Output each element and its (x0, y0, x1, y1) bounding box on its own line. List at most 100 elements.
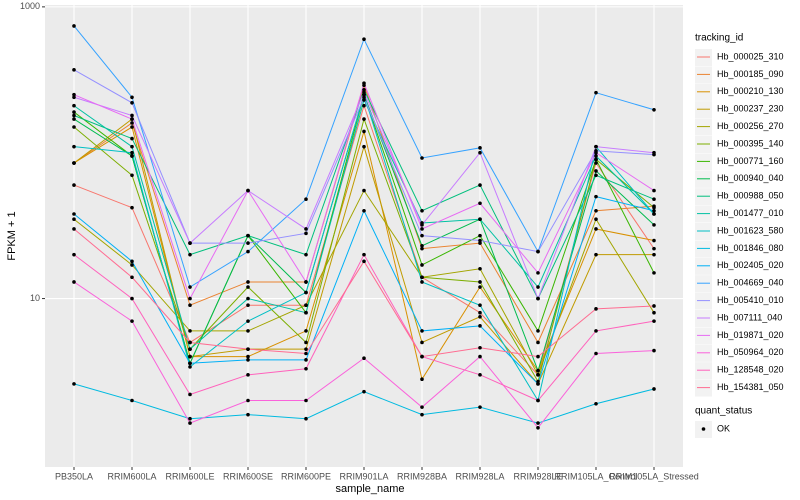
data-point (536, 285, 540, 289)
data-point (130, 117, 134, 121)
data-point (246, 412, 250, 417)
data-point (362, 188, 366, 193)
data-point (304, 398, 308, 403)
data-point (362, 92, 366, 97)
data-point (536, 425, 540, 430)
data-point (246, 398, 250, 403)
data-point (188, 361, 192, 366)
legend-title: quant_status (695, 406, 752, 417)
legend-label: Hb_001846_080 (717, 243, 784, 253)
data-point (130, 144, 134, 149)
data-point (594, 307, 598, 311)
data-point (478, 183, 482, 187)
data-point (246, 188, 250, 193)
data-point (72, 103, 76, 108)
data-point (72, 212, 76, 216)
data-point (72, 227, 76, 231)
data-point (304, 303, 308, 308)
x-tick-label: PB350LA (55, 471, 93, 481)
data-point (652, 107, 656, 112)
data-point (652, 387, 656, 391)
data-point (188, 303, 192, 308)
data-point (478, 405, 482, 409)
legend-title: tracking_id (695, 33, 743, 44)
data-point (72, 95, 76, 100)
legend-label: Hb_000988_050 (717, 191, 784, 201)
data-point (362, 95, 366, 100)
data-point (594, 227, 598, 231)
legend-label: Hb_000185_090 (717, 69, 784, 79)
data-point (536, 373, 540, 377)
data-point (72, 144, 76, 149)
data-point (362, 117, 366, 121)
data-point (130, 154, 134, 158)
data-point (72, 280, 76, 284)
data-point (420, 227, 424, 231)
data-point (72, 117, 76, 121)
legend-label: Hb_004669_040 (717, 278, 784, 288)
data-point (420, 208, 424, 213)
x-tick-label: RRIM901LA (339, 471, 388, 481)
legend-key (695, 118, 712, 136)
data-point (130, 259, 134, 264)
data-point (72, 382, 76, 386)
data-point (130, 121, 134, 125)
data-point (304, 351, 308, 356)
data-point (594, 401, 598, 406)
data-point (72, 92, 76, 97)
data-point (362, 208, 366, 213)
data-point (420, 233, 424, 238)
data-point (420, 280, 424, 284)
y-tick-label: 10 (30, 293, 40, 303)
data-point (594, 150, 598, 155)
data-point (536, 340, 540, 345)
data-point (362, 81, 366, 85)
data-point (652, 212, 656, 216)
data-point (304, 290, 308, 295)
legend-label: Hb_007111_040 (717, 312, 782, 322)
data-point (72, 113, 76, 118)
data-point (188, 421, 192, 425)
data-point (72, 24, 76, 28)
data-point (420, 275, 424, 280)
data-point (246, 303, 250, 308)
data-point (72, 183, 76, 187)
data-point (536, 354, 540, 359)
legend-label: Hb_000237_230 (717, 104, 784, 114)
data-point (594, 194, 598, 199)
x-tick-label: RRIM600LA (107, 471, 156, 481)
data-point (652, 188, 656, 193)
data-point (594, 161, 598, 165)
data-point (420, 244, 424, 248)
data-point (362, 129, 366, 134)
data-point (652, 208, 656, 213)
data-point (362, 98, 366, 102)
data-point (130, 100, 134, 105)
x-tick-label: RRIM928BA (397, 471, 447, 481)
data-point (362, 103, 366, 108)
data-point (594, 154, 598, 158)
x-axis-title: sample_name (335, 483, 404, 495)
data-point (246, 285, 250, 289)
data-point (304, 197, 308, 202)
data-point (188, 392, 192, 397)
data-point (478, 280, 482, 284)
data-point (246, 373, 250, 377)
data-point (130, 136, 134, 141)
x-tick-label: RRIM600SE (223, 471, 273, 481)
legend-label: Hb_000210_130 (717, 86, 784, 96)
data-point (420, 329, 424, 333)
data-point (652, 348, 656, 353)
legend-label: Hb_000025_310 (717, 51, 784, 61)
data-point (188, 285, 192, 289)
data-point (478, 201, 482, 206)
data-point (594, 351, 598, 356)
data-point (652, 252, 656, 257)
data-point (246, 319, 250, 323)
data-point (652, 271, 656, 275)
data-point (652, 246, 656, 251)
data-point (362, 144, 366, 149)
data-point (362, 252, 366, 257)
data-point (478, 303, 482, 308)
data-point (478, 373, 482, 377)
